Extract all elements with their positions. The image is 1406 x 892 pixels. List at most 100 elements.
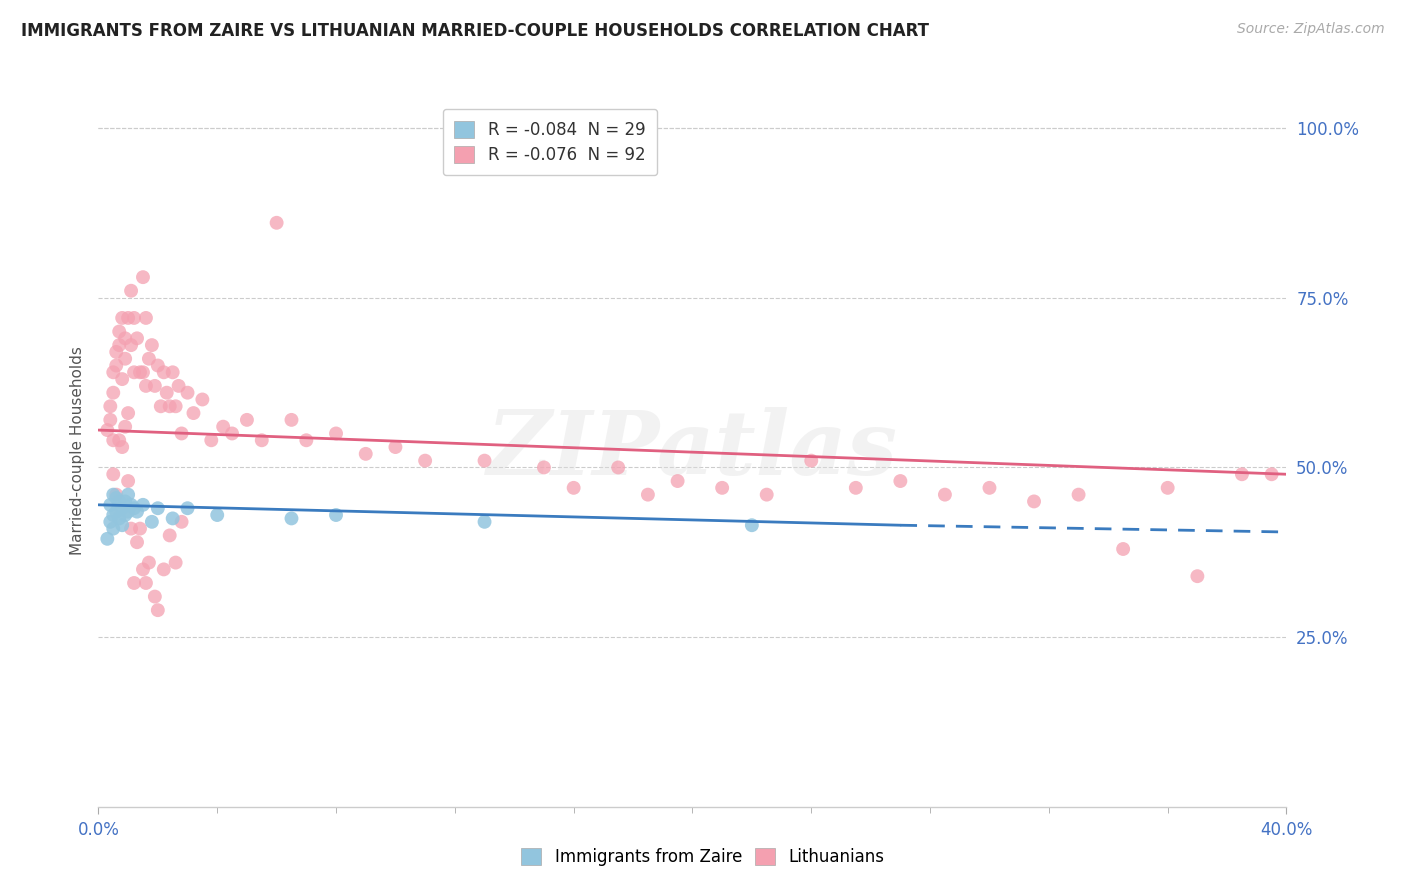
Point bbox=[1156, 481, 1178, 495]
Point bbox=[191, 392, 214, 407]
Point bbox=[108, 338, 131, 352]
Point bbox=[138, 556, 160, 570]
Point bbox=[125, 331, 148, 345]
Point bbox=[108, 494, 131, 508]
Point bbox=[120, 284, 142, 298]
Point bbox=[98, 399, 121, 413]
Point bbox=[146, 501, 169, 516]
Point bbox=[114, 351, 136, 366]
Point bbox=[845, 481, 868, 495]
Y-axis label: Married-couple Households: Married-couple Households bbox=[69, 346, 84, 555]
Point bbox=[108, 434, 131, 448]
Point bbox=[132, 498, 155, 512]
Point bbox=[159, 399, 181, 413]
Point bbox=[143, 590, 166, 604]
Point bbox=[979, 481, 1001, 495]
Point bbox=[111, 501, 134, 516]
Point bbox=[800, 453, 823, 467]
Point bbox=[170, 426, 193, 441]
Point bbox=[135, 379, 157, 393]
Point bbox=[98, 413, 121, 427]
Point bbox=[212, 419, 235, 434]
Point bbox=[103, 385, 125, 400]
Point bbox=[103, 522, 125, 536]
Point bbox=[149, 399, 172, 413]
Point bbox=[533, 460, 555, 475]
Point bbox=[129, 365, 152, 379]
Point bbox=[221, 426, 243, 441]
Point bbox=[146, 603, 169, 617]
Point bbox=[1112, 541, 1135, 556]
Point bbox=[114, 508, 136, 522]
Point bbox=[165, 556, 187, 570]
Point bbox=[138, 351, 160, 366]
Point bbox=[111, 440, 134, 454]
Point bbox=[114, 419, 136, 434]
Point bbox=[159, 528, 181, 542]
Point bbox=[152, 562, 174, 576]
Point bbox=[98, 515, 121, 529]
Point bbox=[122, 365, 145, 379]
Point bbox=[108, 325, 131, 339]
Point bbox=[105, 359, 128, 373]
Point bbox=[117, 474, 139, 488]
Point bbox=[108, 511, 131, 525]
Point bbox=[120, 338, 142, 352]
Point bbox=[413, 453, 436, 467]
Legend: R = -0.084  N = 29, R = -0.076  N = 92: R = -0.084 N = 29, R = -0.076 N = 92 bbox=[443, 109, 657, 176]
Point bbox=[266, 216, 288, 230]
Point bbox=[132, 365, 155, 379]
Point bbox=[103, 508, 125, 522]
Point bbox=[325, 426, 347, 441]
Point bbox=[120, 498, 142, 512]
Point bbox=[162, 365, 184, 379]
Point bbox=[117, 310, 139, 325]
Point bbox=[135, 310, 157, 325]
Point bbox=[103, 365, 125, 379]
Point bbox=[129, 522, 152, 536]
Point bbox=[474, 453, 496, 467]
Legend: Immigrants from Zaire, Lithuanians: Immigrants from Zaire, Lithuanians bbox=[508, 834, 898, 880]
Point bbox=[474, 515, 496, 529]
Point bbox=[162, 511, 184, 525]
Point bbox=[132, 270, 155, 285]
Point bbox=[105, 505, 128, 519]
Point bbox=[105, 491, 128, 505]
Point bbox=[711, 481, 734, 495]
Point bbox=[1022, 494, 1045, 508]
Point bbox=[111, 518, 134, 533]
Point bbox=[741, 518, 763, 533]
Point bbox=[200, 434, 222, 448]
Point bbox=[384, 440, 406, 454]
Point bbox=[143, 379, 166, 393]
Point bbox=[167, 379, 190, 393]
Point bbox=[1230, 467, 1253, 482]
Point bbox=[141, 515, 163, 529]
Text: ZIPatlas: ZIPatlas bbox=[486, 408, 898, 493]
Point bbox=[280, 511, 302, 525]
Point bbox=[183, 406, 205, 420]
Point bbox=[117, 488, 139, 502]
Text: Source: ZipAtlas.com: Source: ZipAtlas.com bbox=[1237, 22, 1385, 37]
Point bbox=[325, 508, 347, 522]
Point bbox=[117, 406, 139, 420]
Point bbox=[146, 359, 169, 373]
Point bbox=[135, 576, 157, 591]
Point bbox=[105, 345, 128, 359]
Point bbox=[280, 413, 302, 427]
Point bbox=[105, 488, 128, 502]
Point bbox=[1067, 488, 1090, 502]
Point bbox=[103, 467, 125, 482]
Point bbox=[111, 372, 134, 386]
Point bbox=[934, 488, 956, 502]
Point bbox=[125, 505, 148, 519]
Point bbox=[354, 447, 377, 461]
Point bbox=[103, 488, 125, 502]
Point bbox=[103, 434, 125, 448]
Point bbox=[114, 331, 136, 345]
Point bbox=[122, 501, 145, 516]
Point bbox=[889, 474, 911, 488]
Point bbox=[295, 434, 318, 448]
Point bbox=[637, 488, 659, 502]
Point bbox=[122, 310, 145, 325]
